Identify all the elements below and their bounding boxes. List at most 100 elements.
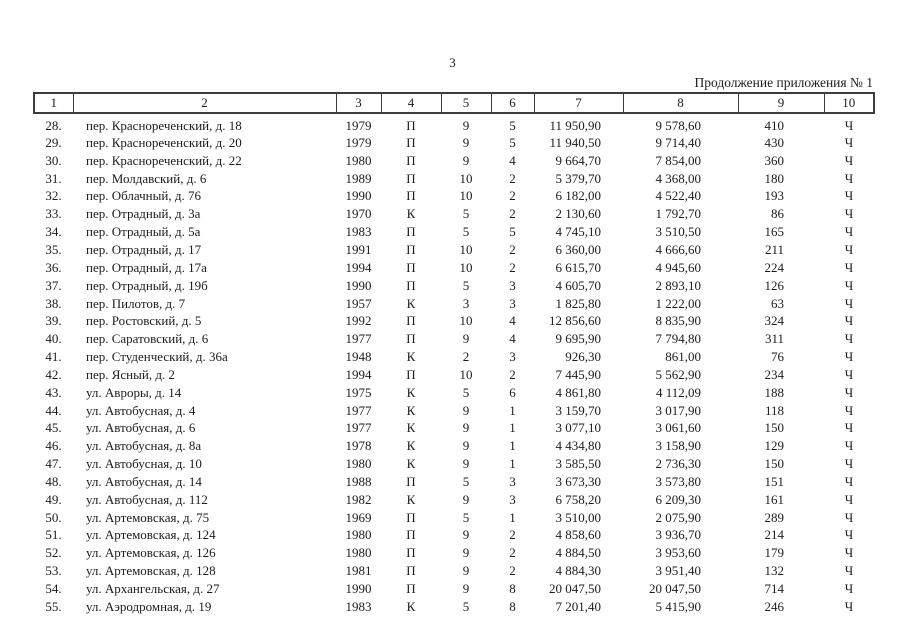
table-cell: 5 bbox=[462, 598, 470, 614]
table-cell: 4 bbox=[509, 152, 516, 168]
table-cell: 37. bbox=[45, 277, 62, 293]
table-cell: 3 017,90 bbox=[655, 402, 702, 418]
table-row: 34. пер. Отрадный, д. 5а 1983 П 5 5 4 745,10 3 … bbox=[34, 223, 874, 241]
table-cell: 5 bbox=[509, 134, 516, 150]
table-cell: П bbox=[406, 134, 416, 150]
table-cell: Ч bbox=[844, 224, 854, 240]
table-cell: 4 858,60 bbox=[555, 527, 602, 543]
table-cell: пер. Отрадный, д. 5а bbox=[86, 224, 201, 240]
table-row: 47. ул. Автобусная, д. 10 1980 К 9 1 3 585,50 2… bbox=[34, 455, 874, 473]
table-cell: 3 573,80 bbox=[655, 473, 702, 489]
table-cell: 7 854,00 bbox=[655, 152, 702, 168]
table-cell: 11 940,50 bbox=[549, 134, 601, 150]
table-cell: 51. bbox=[45, 527, 62, 543]
table-cell: 165 bbox=[764, 224, 785, 240]
table-cell: пер. Ясный, д. 2 bbox=[86, 366, 175, 382]
table-cell: 5 415,90 bbox=[655, 598, 702, 614]
table-cell: 4 112,09 bbox=[655, 384, 701, 400]
table-cell: 4 861,80 bbox=[555, 384, 602, 400]
table-cell: П bbox=[406, 509, 416, 525]
table-cell: 1990 bbox=[345, 188, 372, 204]
table-cell: П bbox=[406, 473, 416, 489]
table-header-row: 1 2 3 4 5 6 7 8 9 10 bbox=[33, 92, 875, 114]
table-cell: пер. Отрадный, д. 17а bbox=[86, 259, 207, 275]
table-cell: Ч bbox=[844, 438, 854, 454]
table-cell: 10 bbox=[459, 259, 473, 275]
table-cell: 179 bbox=[764, 545, 785, 561]
table-cell: 3 510,00 bbox=[555, 509, 602, 525]
table-cell: 9 bbox=[462, 152, 470, 168]
table-cell: Ч bbox=[844, 277, 854, 293]
table-cell: 4 945,60 bbox=[655, 259, 702, 275]
table-cell: 9 bbox=[462, 402, 470, 418]
table-cell: Ч bbox=[844, 134, 854, 150]
table-cell: 2 bbox=[509, 206, 516, 222]
table-cell: 48. bbox=[45, 473, 62, 489]
table-cell: пер. Ростовский, д. 5 bbox=[86, 313, 202, 329]
table-cell: 76 bbox=[771, 349, 784, 365]
table-cell: 3 bbox=[509, 473, 516, 489]
table-cell: 234 bbox=[764, 366, 785, 382]
table-cell: 1 825,80 bbox=[555, 295, 602, 311]
table-cell: Ч bbox=[844, 384, 854, 400]
table-cell: Ч bbox=[844, 170, 854, 186]
table-cell: 38. bbox=[45, 295, 62, 311]
table-cell: 9 bbox=[462, 420, 470, 436]
table-cell: 311 bbox=[764, 331, 784, 347]
page-number: 3 bbox=[449, 55, 456, 70]
table-cell: 5 bbox=[462, 277, 470, 293]
table-cell: 289 bbox=[764, 509, 785, 525]
table-cell: 3 936,70 bbox=[655, 527, 702, 543]
table-cell: 1992 bbox=[345, 313, 372, 329]
table-cell: пер. Отрадный, д. 3а bbox=[86, 206, 201, 222]
table-cell: пер. Отрадный, д. 17 bbox=[86, 241, 202, 257]
table-cell: 1981 bbox=[345, 563, 372, 579]
table-cell: 1 bbox=[509, 456, 516, 472]
table-cell: П bbox=[406, 118, 416, 133]
table-cell: 1975 bbox=[345, 384, 372, 400]
table-cell: 3 bbox=[509, 295, 516, 311]
table-cell: 1979 bbox=[345, 118, 372, 133]
table-cell: 211 bbox=[764, 241, 784, 257]
table-cell: Ч bbox=[844, 491, 854, 507]
table-cell: ул. Аэродромная, д. 19 bbox=[86, 598, 212, 614]
table-cell: 5 bbox=[462, 206, 470, 222]
table-cell: 430 bbox=[764, 134, 785, 150]
table-row: 39. пер. Ростовский, д. 5 1992 П 10 4 12 856,6… bbox=[34, 312, 874, 330]
table-cell: 5 562,90 bbox=[655, 366, 702, 382]
table-cell: 11 950,90 bbox=[549, 118, 601, 133]
table-cell: 29. bbox=[45, 134, 62, 150]
table-cell: 44. bbox=[45, 402, 62, 418]
table-cell: 54. bbox=[45, 581, 62, 597]
table-cell: 324 bbox=[764, 313, 785, 329]
table-cell: 7 201,40 bbox=[555, 598, 602, 614]
table-cell: К bbox=[406, 491, 416, 507]
table-cell: П bbox=[406, 277, 416, 293]
table-cell: 9 695,90 bbox=[555, 331, 602, 347]
table-cell: 3 953,60 bbox=[655, 545, 702, 561]
table-cell: 20 047,50 bbox=[649, 581, 701, 597]
table-cell: 1948 bbox=[345, 349, 372, 365]
column-header: 3 bbox=[335, 92, 382, 114]
table-cell: Ч bbox=[844, 349, 854, 365]
table-row: 29. пер. Краснореченский, д. 20 1979 П 9 5 11 … bbox=[34, 134, 874, 152]
table-cell: Ч bbox=[844, 188, 854, 204]
table-cell: 2 bbox=[509, 366, 516, 382]
table-row: 42. пер. Ясный, д. 2 1994 П 10 2 7 445,90 5 562… bbox=[34, 366, 874, 384]
table-cell: П bbox=[406, 545, 416, 561]
table-cell: 4 434,80 bbox=[555, 438, 602, 454]
table-cell: 3 bbox=[509, 277, 516, 293]
table-row: 48. ул. Автобусная, д. 14 1988 П 5 3 3 673,30 3… bbox=[34, 473, 874, 491]
column-header: 5 bbox=[440, 92, 492, 114]
table-cell: 20 047,50 bbox=[549, 581, 601, 597]
table-cell: 7 445,90 bbox=[555, 366, 602, 382]
table-cell: ул. Автобусная, д. 8а bbox=[86, 438, 202, 454]
table-cell: 1 792,70 bbox=[655, 206, 702, 222]
table-cell: Ч bbox=[844, 152, 854, 168]
table-cell: Ч bbox=[844, 545, 854, 561]
table-cell: 2 bbox=[509, 188, 516, 204]
table-cell: 36. bbox=[45, 259, 62, 275]
table-cell: 1991 bbox=[345, 241, 372, 257]
table-cell: ул. Артемовская, д. 128 bbox=[86, 563, 216, 579]
table-cell: 86 bbox=[771, 206, 784, 222]
